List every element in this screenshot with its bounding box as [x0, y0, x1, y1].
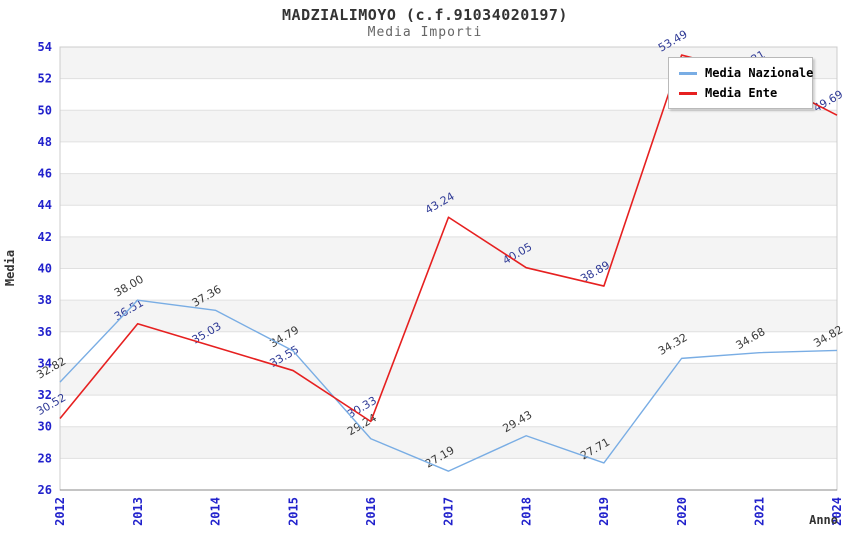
plot-band: [60, 300, 837, 332]
y-tick-label: 30: [38, 420, 52, 434]
x-tick-label: 2012: [53, 497, 67, 526]
y-tick-label: 40: [38, 262, 52, 276]
legend-label: Media Nazionale: [705, 66, 814, 80]
y-tick-label: 52: [38, 72, 52, 86]
media-nazionale-line: [59, 299, 838, 472]
y-axis-title: Media: [3, 249, 17, 287]
y-tick-label: 34: [38, 356, 52, 370]
plot-band: [60, 395, 837, 427]
x-tick-label: 2015: [286, 497, 300, 526]
x-tick-label: 2018: [519, 497, 533, 526]
plot-band: [60, 268, 837, 301]
x-tick-label: 2021: [753, 497, 767, 526]
x-tick-label: 2024: [830, 497, 844, 526]
y-tick-label: 44: [38, 198, 52, 212]
plot-band: [60, 458, 837, 490]
x-tick-label: 2019: [597, 497, 611, 526]
y-tick-label: 50: [38, 103, 52, 117]
y-tick-label: 26: [38, 483, 52, 497]
x-tick-label: 2017: [442, 497, 456, 526]
y-tick-label: 28: [38, 451, 52, 465]
y-tick-label: 42: [38, 230, 52, 244]
plot-band: [60, 331, 837, 364]
x-tick-label: 2014: [209, 497, 223, 526]
y-tick-label: 46: [38, 167, 52, 181]
legend-item-media-ente: Media Ente: [669, 83, 812, 103]
media-ente-line-swatch: [679, 91, 697, 95]
x-tick-label: 2020: [675, 497, 689, 526]
y-tick-label: 38: [38, 293, 52, 307]
plot-band: [60, 205, 837, 237]
chart-title: MADZIALIMOYO (c.f.91034020197): [282, 6, 568, 24]
plot-band: [60, 110, 837, 142]
x-tick-label: 2016: [364, 497, 378, 526]
y-tick-label: 54: [38, 40, 52, 54]
y-tick-label: 32: [38, 388, 52, 402]
legend-label: Media Ente: [705, 86, 778, 100]
plot-band: [60, 141, 837, 174]
legend-item-media-nazionale: Media Nazionale: [669, 63, 814, 83]
plot-band: [60, 236, 837, 269]
plot-band: [60, 363, 837, 396]
chart-subtitle: Media Importi: [367, 25, 483, 40]
y-tick-label: 48: [38, 135, 52, 149]
legend: Media Nazionale Media Ente: [668, 57, 813, 109]
plot-band: [60, 426, 837, 459]
y-tick-label: 36: [38, 325, 52, 339]
x-tick-label: 2013: [131, 497, 145, 526]
plot-band: [60, 173, 837, 206]
x-axis-title: Anno: [809, 513, 838, 527]
media-nazionale-line-swatch: [679, 71, 697, 75]
